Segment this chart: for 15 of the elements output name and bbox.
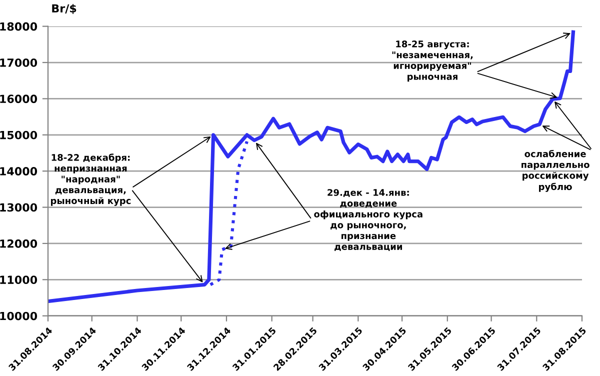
y-tick-label: 10000	[0, 312, 38, 320]
y-tick-label: 14000	[0, 167, 38, 176]
y-tick-label: 18000	[0, 22, 38, 31]
y-tick-label: 12000	[0, 239, 38, 248]
y-tick-label: 11000	[0, 276, 38, 284]
y-tick-label: 16000	[0, 94, 38, 104]
y-tick-label: 13000	[0, 203, 38, 212]
y-tick-label: 15000	[0, 130, 38, 140]
annotation: ослабление параллельно российскому рублю	[522, 150, 590, 192]
annotation: 18-22 декабря: непризнанная "народная" девальвация, рыночный курс	[51, 154, 131, 206]
annotation: 18-25 августа: "незамеченная, игнорируемая" рыночная	[392, 40, 473, 82]
y-axis-title: Br/$	[52, 4, 76, 14]
line-series	[208, 140, 248, 286]
y-tick-label: 17000	[0, 58, 38, 67]
annotation: 29.дек - 14.янв: доведение официального курса до рыночного, признание девальвации	[314, 189, 422, 252]
